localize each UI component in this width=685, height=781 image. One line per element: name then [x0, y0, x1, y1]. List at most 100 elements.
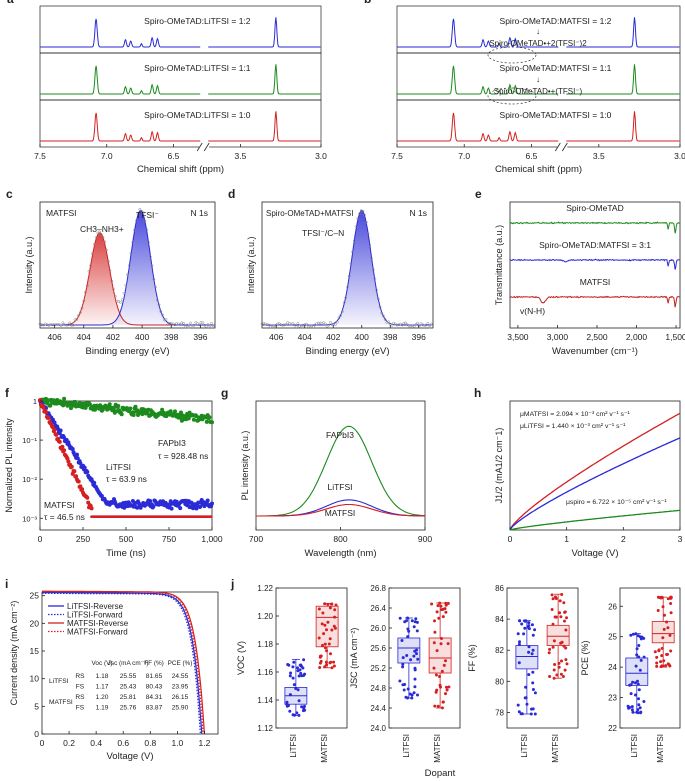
data-point	[93, 407, 97, 412]
category-label: LiTFSI	[630, 734, 639, 758]
data-point	[423, 324, 426, 327]
data-point	[630, 708, 634, 712]
data-point	[328, 606, 332, 610]
data-point	[59, 324, 63, 328]
data-point	[210, 322, 213, 325]
category-label: MATFSI	[551, 734, 560, 763]
table-cell: LiTFSI	[49, 678, 69, 685]
data-point	[203, 323, 206, 327]
data-point	[311, 325, 315, 329]
x-tick-label: 1,000	[201, 534, 223, 544]
data-point	[436, 604, 440, 608]
data-point	[140, 412, 145, 417]
x-tick-label: 2,500	[586, 332, 608, 342]
data-point	[128, 406, 133, 411]
data-point	[300, 664, 304, 668]
axis-break-mark	[554, 142, 561, 152]
data-point	[524, 696, 528, 700]
x-tick-label: 404	[77, 332, 91, 342]
panel-label-a: a	[7, 0, 14, 6]
x-tick-label: 800	[333, 534, 347, 544]
data-point	[82, 465, 87, 470]
box-iqr	[546, 624, 570, 646]
series-label: FAPbI3	[158, 438, 186, 448]
data-point	[628, 706, 632, 709]
data-point	[413, 649, 417, 653]
y-tick-label: 1.14	[257, 696, 273, 705]
data-point	[658, 596, 662, 600]
data-point	[105, 248, 108, 252]
peak-label: CH3–NH3+	[80, 224, 124, 234]
data-point	[131, 240, 135, 244]
annotation: v(N-H)	[520, 306, 545, 316]
data-point	[78, 484, 83, 489]
data-point	[166, 323, 170, 326]
data-point	[169, 322, 173, 325]
data-point	[136, 212, 140, 216]
data-point	[409, 324, 413, 328]
x-tick-label: 0.8	[144, 738, 156, 748]
data-point	[430, 602, 434, 606]
y-tick-label: 1.12	[257, 724, 273, 733]
y-axis-label: FF (%)	[467, 644, 477, 672]
x-tick-label: 0.2	[63, 738, 75, 748]
data-point	[548, 675, 552, 678]
data-point	[150, 264, 154, 268]
data-point	[41, 405, 46, 410]
data-point	[119, 412, 124, 417]
data-point	[406, 687, 410, 691]
data-point	[179, 410, 183, 415]
data-point	[664, 664, 668, 668]
data-point	[99, 494, 104, 498]
data-point	[69, 406, 73, 411]
data-point	[438, 683, 442, 687]
data-point	[358, 212, 361, 216]
data-point	[429, 322, 433, 326]
data-point	[435, 610, 439, 614]
data-point	[76, 479, 81, 484]
y-tick-label: 0	[34, 729, 39, 739]
category-label: LiTFSI	[402, 734, 411, 758]
data-point	[415, 652, 418, 656]
data-point	[323, 665, 327, 669]
data-point	[302, 706, 306, 710]
data-point	[441, 700, 445, 704]
data-point	[547, 651, 551, 655]
x-tick-label: 1.2	[199, 738, 211, 748]
y-axis-label: PCE (%)	[580, 640, 590, 675]
table-header: PCE (%)	[168, 660, 193, 667]
data-point	[530, 652, 534, 656]
data-point	[445, 688, 449, 692]
data-point	[42, 323, 45, 327]
data-point	[426, 322, 430, 325]
data-point	[264, 322, 267, 326]
data-point	[656, 609, 660, 612]
data-point	[561, 675, 565, 678]
x-tick-label: 406	[47, 332, 61, 342]
data-point	[410, 693, 414, 697]
data-point	[629, 692, 633, 696]
y-tick-label: 84	[495, 615, 504, 624]
data-point	[638, 706, 642, 710]
data-point	[368, 243, 372, 247]
data-point	[208, 324, 212, 328]
data-point	[550, 593, 554, 597]
data-point	[133, 404, 138, 409]
x-axis-label: Binding energy (eV)	[306, 346, 390, 357]
data-point	[323, 646, 327, 650]
data-point	[318, 321, 322, 325]
data-point	[383, 318, 387, 321]
tau-label: τ = 928.48 ns	[158, 451, 208, 461]
data-point	[281, 323, 284, 327]
data-point	[520, 622, 524, 626]
table-cell: 23.95	[172, 684, 189, 691]
x-axis-label: Binding energy (eV)	[86, 346, 170, 357]
ir-spectrum-line	[509, 221, 680, 234]
data-point	[74, 474, 79, 479]
data-point	[439, 604, 443, 608]
data-point	[669, 595, 673, 599]
data-point	[446, 642, 450, 646]
table-cell: 25.55	[120, 673, 137, 680]
data-point	[564, 646, 568, 650]
data-point	[116, 404, 121, 408]
